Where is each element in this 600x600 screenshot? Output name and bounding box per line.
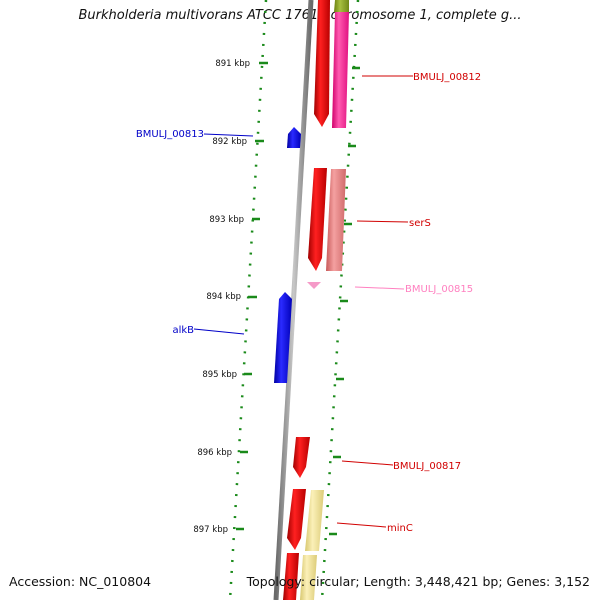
gene-serS[interactable] <box>308 168 327 271</box>
label-alkB[interactable]: alkB <box>172 325 194 336</box>
gene-BMULJ_00813[interactable] <box>287 127 301 148</box>
scale-ticks <box>236 61 268 531</box>
tick-label-894: 894 kbp <box>206 292 241 302</box>
gene-BMULJ_00817[interactable] <box>293 437 310 478</box>
genome-summary: Topology: circular; Length: 3,448,421 bp… <box>246 574 590 589</box>
cds-top-olive[interactable] <box>334 0 349 12</box>
scale-ticks-outer <box>329 66 360 536</box>
label-BMULJ_00813[interactable]: BMULJ_00813 <box>136 129 204 140</box>
scale-ring-inner <box>228 0 268 600</box>
cds-BMULJ_00812[interactable] <box>332 12 349 128</box>
map-title: Burkholderia multivorans ATCC 17616 chro… <box>78 8 522 23</box>
tick-label-893: 893 kbp <box>209 215 244 225</box>
tick-labels: 891 kbp 892 kbp 893 kbp 894 kbp 895 kbp … <box>193 59 250 535</box>
label-leaders <box>193 75 413 528</box>
gene-alkB[interactable] <box>274 292 292 383</box>
scale-ring-outer <box>320 0 360 600</box>
tick-label-895: 895 kbp <box>202 370 237 380</box>
gene-BMULJ_00815[interactable] <box>307 282 321 289</box>
tick-label-896: 896 kbp <box>197 448 232 458</box>
cds-bottom-yellow[interactable] <box>300 555 317 600</box>
cds-minC[interactable] <box>305 490 324 551</box>
label-BMULJ_00812[interactable]: BMULJ_00812 <box>413 72 481 83</box>
tick-label-897: 897 kbp <box>193 525 228 535</box>
gene-BMULJ_00812[interactable] <box>314 0 330 127</box>
accession-text: Accession: NC_010804 <box>9 574 152 589</box>
tick-label-892: 892 kbp <box>212 137 247 147</box>
gene-minC[interactable] <box>287 489 306 550</box>
gene-bottom-red[interactable] <box>283 553 299 600</box>
label-serS[interactable]: serS <box>409 218 431 229</box>
chromosome-backbone <box>273 0 314 600</box>
label-BMULJ_00817[interactable]: BMULJ_00817 <box>393 461 461 472</box>
cds-serS[interactable] <box>326 169 346 271</box>
label-minC[interactable]: minC <box>387 523 413 534</box>
tick-label-891: 891 kbp <box>215 59 250 69</box>
label-BMULJ_00815[interactable]: BMULJ_00815 <box>405 284 473 295</box>
